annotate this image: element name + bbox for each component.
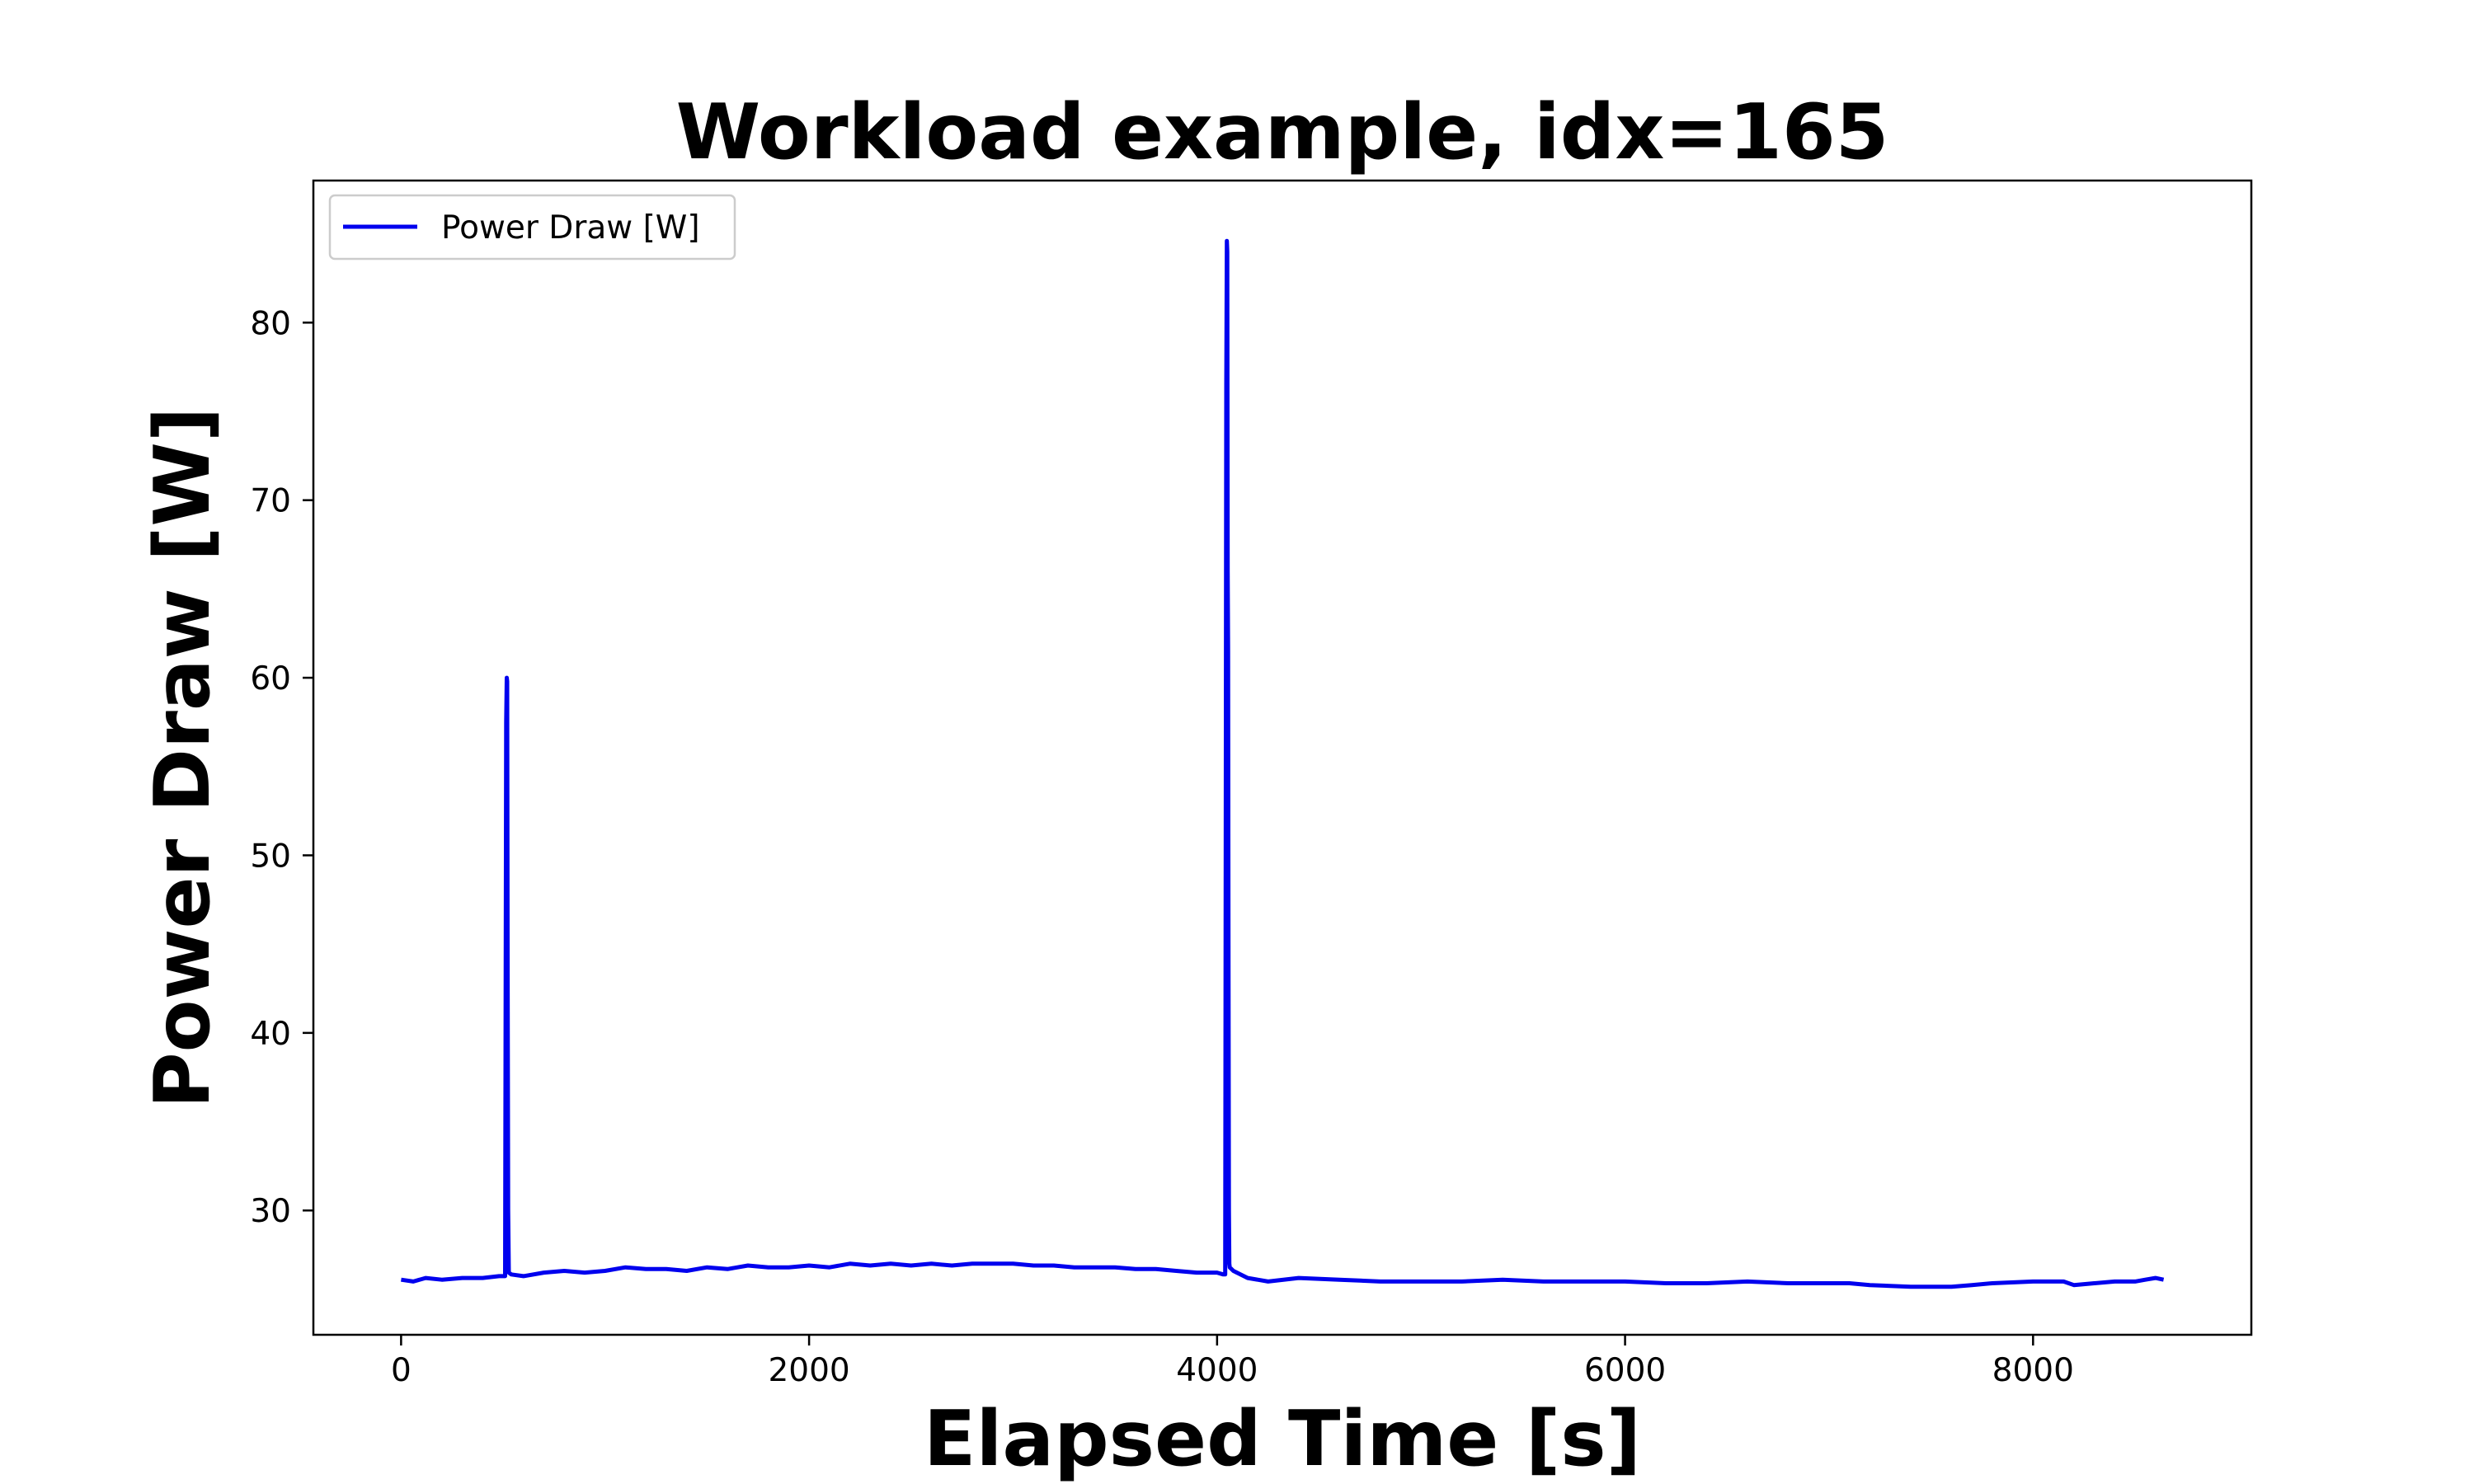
x-tick-label: 0 [391, 1352, 412, 1389]
legend: Power Draw [W] [328, 194, 736, 261]
y-tick-label: 40 [250, 1016, 291, 1053]
y-axis-label: Power Draw [W] [138, 407, 227, 1109]
y-tick-label: 50 [250, 838, 291, 875]
y-tick-label: 30 [250, 1193, 291, 1230]
x-tick-label: 2000 [768, 1352, 849, 1389]
series-line-0 [401, 238, 2165, 1289]
plot-area [312, 179, 2253, 1336]
x-tick-label: 4000 [1176, 1352, 1258, 1389]
y-tick-label: 60 [250, 660, 291, 697]
legend-box [328, 194, 736, 261]
y-tick-label: 80 [250, 305, 291, 342]
x-tick-label: 6000 [1584, 1352, 1666, 1389]
y-axis-ticks: 30 40 50 60 70 80 [250, 305, 313, 1230]
x-axis-label: Elapsed Time [s] [924, 1394, 1641, 1483]
y-tick-label: 70 [250, 483, 291, 520]
x-axis-ticks: 0 2000 4000 6000 8000 [391, 1335, 2074, 1389]
plot-frame [312, 179, 2253, 1336]
chart-title: Workload example, idx=165 [676, 87, 1889, 176]
x-tick-label: 8000 [1992, 1352, 2074, 1389]
legend-label: Power Draw [W] [441, 209, 700, 247]
series-group [401, 238, 2165, 1289]
